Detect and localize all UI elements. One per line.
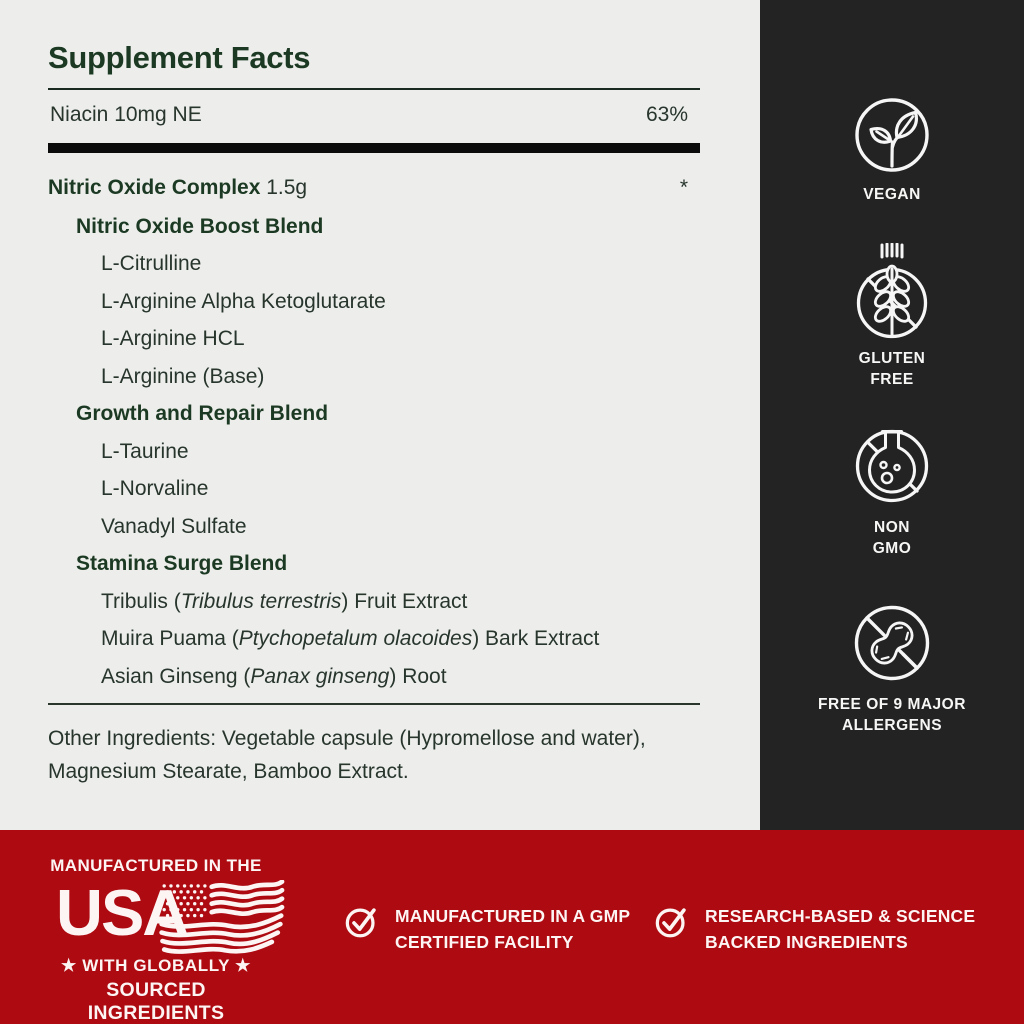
vegan-icon	[855, 98, 929, 172]
badge-vegan: VEGAN	[760, 95, 1024, 205]
claim-research: RESEARCH-BASED & SCIENCE BACKED INGREDIE…	[654, 903, 975, 955]
blend-heading: Nitric Oxide Boost Blend	[76, 214, 324, 238]
blend-ingredient: L-Arginine Alpha Ketoglutarate	[101, 289, 386, 313]
blend-ingredient: L-Citrulline	[101, 252, 202, 276]
ingredient-sci-name: Tribulus terrestris	[180, 589, 342, 613]
ingredient-sci-name: Panax ginseng	[250, 664, 390, 688]
other-ingredients: Other Ingredients: Vegetable capsule (Hy…	[48, 726, 646, 783]
ingredient-text: ) Fruit Extract	[341, 589, 468, 613]
ingredient-text: ) Root	[389, 664, 447, 688]
claim-line: RESEARCH-BASED & SCIENCE	[705, 906, 976, 926]
claim-text-group: RESEARCH-BASED & SCIENCE BACKED INGREDIE…	[705, 903, 975, 955]
badge-non-gmo: NON GMO	[760, 424, 1024, 559]
non-gmo-icon	[855, 429, 929, 503]
badge-label: FREE OF 9 MAJOR	[818, 696, 966, 713]
usa-badge: MANUFACTURED IN THE USA	[44, 856, 285, 1024]
bottom-band: MANUFACTURED IN THE USA	[0, 830, 1024, 1024]
supplement-facts-panel: Supplement Facts Niacin 10mg NE 63% Nitr…	[48, 40, 700, 788]
claim-line: MANUFACTURED IN A GMP	[395, 906, 631, 926]
badge-label: GMO	[872, 540, 912, 557]
us-flag-icon	[159, 880, 285, 954]
blend-ingredient: L-Arginine (Base)	[101, 364, 265, 388]
blend-ingredient: Vanadyl Sulfate	[101, 514, 247, 538]
complex-row: Nitric Oxide Complex 1.5g *	[48, 176, 700, 200]
claim-gmp: MANUFACTURED IN A GMP CERTIFIED FACILITY	[344, 903, 630, 955]
blend-ingredient: L-Taurine	[101, 439, 189, 463]
blend-heading: Stamina Surge Blend	[76, 552, 288, 576]
gluten-free-icon	[856, 243, 928, 339]
claim-text-group: MANUFACTURED IN A GMP CERTIFIED FACILITY	[395, 903, 630, 955]
usa-badge-bottom-line: SOURCED INGREDIENTS	[87, 979, 225, 1024]
blend-ingredient: Asian Ginseng (Panax ginseng) Root	[48, 658, 700, 696]
blend-ingredient: L-Arginine HCL	[101, 327, 245, 351]
ingredient-sci-name: Ptychopetalum olacoides	[238, 627, 473, 651]
badge-allergen-free: FREE OF 9 MAJOR ALLERGENS	[760, 599, 1024, 736]
blend-ingredient: Muira Puama (Ptychopetalum olacoides) Ba…	[48, 621, 700, 659]
badge-label: VEGAN	[863, 186, 921, 203]
badge-label: NON	[874, 519, 910, 536]
badge-label: FREE	[870, 371, 914, 388]
usa-badge-middle-line: ★ WITH GLOBALLY ★	[61, 956, 251, 975]
claim-line: BACKED INGREDIENTS	[705, 932, 908, 952]
thick-divider-bar	[48, 143, 700, 153]
blend-heading: Growth and Repair Blend	[76, 402, 329, 426]
check-circle-icon	[655, 908, 686, 938]
badge-label-group: GLUTEN FREE	[859, 348, 926, 390]
complex-amount: 1.5g	[266, 176, 308, 199]
blend-ingredient: L-Norvaline	[101, 477, 209, 501]
blend-ingredient: Tribulis (Tribulus terrestris) Fruit Ext…	[48, 583, 700, 621]
badge-panel	[760, 0, 1024, 830]
badge-label-group: NON GMO	[873, 517, 912, 559]
check-circle-icon	[345, 908, 376, 938]
usa-badge-big-row: USA	[44, 878, 285, 954]
badge-label-group: FREE OF 9 MAJOR ALLERGENS	[818, 694, 966, 736]
niacin-daily-value: 63%	[645, 103, 688, 126]
ingredient-text: Muira Puama (	[101, 627, 239, 651]
blend-list: Nitric Oxide Boost Blend L-Citrulline L-…	[48, 208, 700, 696]
badge-gluten-free: GLUTEN FREE	[760, 243, 1024, 390]
ingredient-text: Tribulis (	[101, 589, 181, 613]
complex-daily-value: *	[679, 176, 688, 199]
badge-label: ALLERGENS	[841, 717, 943, 734]
complex-name: Nitric Oxide Complex	[48, 176, 261, 199]
allergen-free-icon	[854, 605, 930, 681]
divider	[48, 702, 700, 705]
niacin-row: Niacin 10mg NE 63%	[48, 90, 700, 143]
complex-label-group: Nitric Oxide Complex 1.5g	[48, 176, 307, 200]
niacin-label: Niacin 10mg NE	[50, 103, 202, 126]
badge-label: GLUTEN	[858, 350, 926, 367]
ingredient-text: Asian Ginseng (	[101, 664, 251, 688]
ingredient-text: ) Bark Extract	[472, 627, 600, 651]
page-title: Supplement Facts	[48, 40, 311, 75]
claim-line: CERTIFIED FACILITY	[395, 932, 574, 952]
usa-badge-top-line: MANUFACTURED IN THE	[50, 856, 262, 875]
divider	[48, 88, 700, 90]
